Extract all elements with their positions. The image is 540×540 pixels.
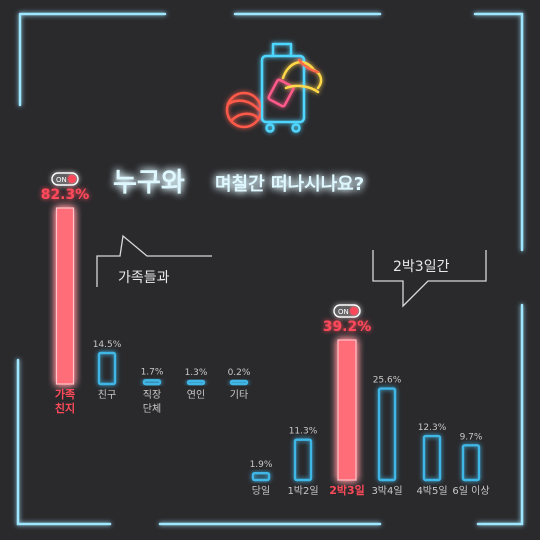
bar (377, 387, 397, 482)
callout-label: 가족들과 (118, 270, 170, 286)
callout-bracket (96, 234, 212, 287)
svg-text:ON: ON (56, 176, 67, 184)
title-part2: 며칠간 떠나시나요? (215, 174, 364, 195)
bar-value-label: 1.3% (185, 368, 208, 378)
bar-value-label: 9.7% (460, 432, 483, 442)
category-label: 직장 단체 (143, 389, 161, 415)
companion-chart: ON 82.3% 가족 친지 14.5% 친구 1.7% 직장 단체 1.3% 연인 0.2% 기타 가족… (41, 172, 251, 415)
bar (186, 379, 206, 386)
category-label: 2박3일 (329, 483, 365, 497)
bar (293, 438, 313, 482)
title-part1: 누구와 (113, 168, 185, 198)
bar-value-label: 82.3% (41, 187, 90, 203)
callout-label: 2박3일간 (393, 259, 450, 275)
bar-value-label: 1.9% (250, 460, 273, 470)
bar-value-label: 0.2% (228, 368, 251, 378)
callout-bracket (372, 250, 487, 308)
bar (461, 444, 481, 482)
category-label: 연인 (187, 389, 205, 401)
hat-icon (281, 58, 323, 94)
bar-value-label: 1.7% (141, 367, 164, 377)
bar (229, 379, 249, 386)
bar-value-label: 39.2% (323, 319, 372, 335)
frame-bottom-right (476, 303, 524, 526)
bar (142, 379, 162, 386)
on-toggle: ON (51, 172, 79, 186)
suitcase-icon (260, 42, 306, 133)
beach-ball-icon (225, 91, 263, 129)
frame-top-right (473, 12, 524, 252)
category-label: 4박5일 (416, 485, 447, 497)
bar-value-label: 11.3% (289, 427, 318, 437)
frame-bottom-left (16, 358, 112, 526)
category-label: 친구 (98, 389, 116, 401)
svg-text:ON: ON (338, 308, 349, 316)
bar-value-label: 25.6% (373, 376, 402, 386)
bar-value-label: 12.3% (418, 423, 447, 433)
bar (422, 434, 442, 482)
category-label: 1박2일 (287, 485, 318, 497)
frame-top-left (18, 12, 167, 107)
category-label: 3박4일 (371, 485, 402, 497)
on-toggle: ON (333, 304, 361, 318)
travel-illustration (225, 42, 323, 133)
bar-highlight (337, 339, 357, 481)
duration-chart: 1.9% 당일 11.3% 1박2일 ON 39.2% 2박3일 25.6% 3박4일 12.3%… (250, 250, 490, 497)
category-label: 기타 (230, 389, 248, 401)
bar-value-label: 14.5% (93, 340, 122, 350)
neon-frame (16, 12, 524, 526)
category-label: 6일 이상 (452, 485, 489, 497)
bar (251, 472, 271, 482)
bar-highlight (55, 207, 75, 385)
category-label: 당일 (252, 485, 270, 497)
category-label: 가족 친지 (55, 387, 75, 415)
bar (97, 351, 117, 386)
